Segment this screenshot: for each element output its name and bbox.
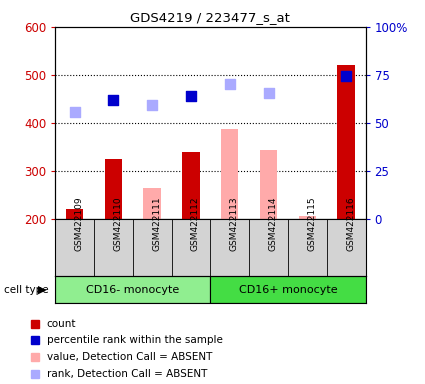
Text: CD16+ monocyte: CD16+ monocyte: [238, 285, 337, 295]
Bar: [337, 65, 355, 219]
Point: [110, 97, 117, 103]
Text: GSM422111: GSM422111: [152, 196, 161, 251]
Text: GSM422114: GSM422114: [269, 196, 278, 251]
Point: [227, 81, 233, 88]
Bar: [182, 152, 200, 219]
Point: [149, 102, 156, 108]
Text: GSM422116: GSM422116: [346, 196, 355, 251]
Point: [71, 109, 78, 115]
Bar: [105, 159, 122, 219]
Point: [343, 73, 349, 79]
Bar: [210, 276, 366, 303]
Text: count: count: [47, 319, 76, 329]
Text: GSM422110: GSM422110: [113, 196, 122, 251]
Title: GDS4219 / 223477_s_at: GDS4219 / 223477_s_at: [130, 11, 290, 24]
Bar: [260, 150, 277, 219]
Text: GSM422112: GSM422112: [191, 196, 200, 251]
Point: [265, 89, 272, 96]
Text: rank, Detection Call = ABSENT: rank, Detection Call = ABSENT: [47, 369, 207, 379]
Bar: [66, 209, 83, 219]
Text: value, Detection Call = ABSENT: value, Detection Call = ABSENT: [47, 352, 212, 362]
Bar: [221, 129, 238, 219]
Text: GSM422109: GSM422109: [75, 196, 84, 251]
Text: cell type: cell type: [4, 285, 49, 295]
Text: GSM422115: GSM422115: [307, 196, 316, 251]
Text: CD16- monocyte: CD16- monocyte: [86, 285, 179, 295]
Text: percentile rank within the sample: percentile rank within the sample: [47, 335, 223, 345]
Text: GSM422113: GSM422113: [230, 196, 239, 251]
Point: [187, 93, 194, 99]
Bar: [144, 188, 161, 219]
Bar: [299, 215, 316, 219]
Text: ▶: ▶: [38, 285, 47, 295]
Bar: [55, 276, 210, 303]
